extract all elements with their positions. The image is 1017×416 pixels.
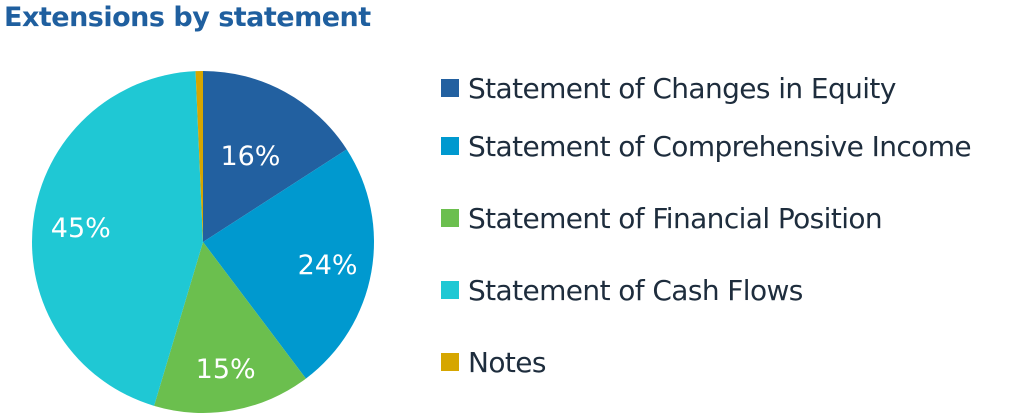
legend-label: Statement of Changes in Equity — [468, 71, 896, 105]
legend-swatch — [441, 209, 459, 227]
legend-label: Notes — [468, 345, 546, 379]
legend-swatch — [441, 79, 459, 97]
pie-slice-label: 16% — [220, 141, 280, 172]
legend-item-cash-flows: Statement of Cash Flows — [441, 254, 971, 326]
pie-slice — [195, 71, 203, 242]
pie-chart: 16% 24% 15% 45% — [32, 71, 375, 414]
legend-item-changes-in-equity: Statement of Changes in Equity — [441, 66, 971, 110]
pie-slice — [203, 149, 375, 379]
pie-slice — [154, 242, 306, 414]
legend-label: Statement of Cash Flows — [468, 273, 803, 307]
legend-item-notes: Notes — [441, 326, 971, 398]
pie-slice — [203, 71, 347, 242]
legend-label: Statement of Comprehensive Income — [468, 129, 972, 163]
pie-slice-label: 45% — [51, 213, 111, 244]
legend-label: Statement of Financial Position — [468, 201, 883, 235]
pie-slice-label: 15% — [196, 354, 256, 385]
legend: Statement of Changes in Equity Statement… — [441, 66, 972, 398]
legend-swatch — [441, 137, 459, 155]
chart-title: Extensions by statement — [4, 2, 371, 33]
pie-slice — [32, 71, 203, 406]
legend-item-comprehensive-income: Statement of Comprehensive Income — [441, 110, 972, 182]
legend-swatch — [441, 281, 459, 299]
legend-item-financial-position: Statement of Financial Position — [441, 182, 971, 254]
pie-slice-label: 24% — [298, 250, 358, 281]
legend-swatch — [441, 353, 459, 371]
